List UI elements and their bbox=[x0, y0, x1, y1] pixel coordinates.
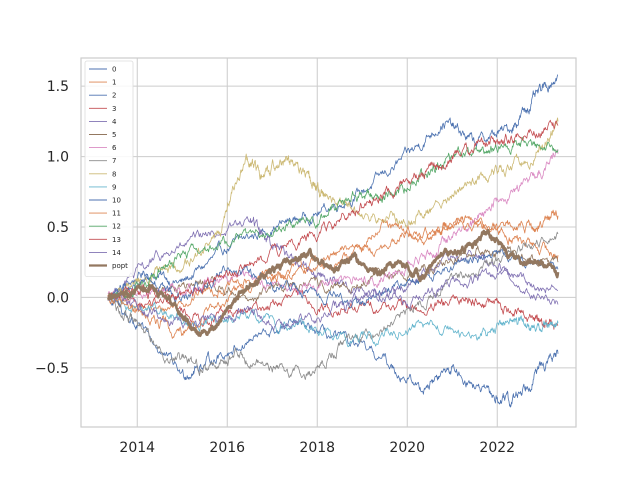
series-line-popt bbox=[107, 228, 560, 337]
legend-label-2: 2 bbox=[112, 92, 116, 100]
series-line-4 bbox=[107, 216, 558, 303]
series-line-9 bbox=[107, 295, 559, 348]
legend-box bbox=[84, 60, 134, 278]
x-tick-label: 2020 bbox=[389, 440, 425, 456]
legend-label-10: 10 bbox=[112, 197, 121, 205]
series-line-6 bbox=[107, 149, 559, 304]
y-tick-label: −0.5 bbox=[35, 361, 69, 377]
legend-label-14: 14 bbox=[112, 249, 121, 257]
legend-label-13: 13 bbox=[112, 236, 121, 244]
legend-label-popt: popt bbox=[112, 262, 128, 270]
x-tick-label: 2016 bbox=[209, 440, 245, 456]
y-tick-label: 0.5 bbox=[47, 220, 69, 236]
tick-labels: 2014 2016 2018 2020 2022 −0.5 0.0 0.5 1.0 1.5 bbox=[35, 79, 515, 456]
series-line-10 bbox=[107, 248, 559, 309]
series-line-13 bbox=[107, 119, 559, 301]
x-tick-label: 2014 bbox=[119, 440, 155, 456]
x-tick-label: 2022 bbox=[479, 440, 515, 456]
series-line-7 bbox=[107, 231, 559, 380]
legend-label-4: 4 bbox=[112, 118, 117, 126]
series-line-3 bbox=[107, 287, 559, 330]
grid bbox=[81, 58, 576, 427]
series-line-0 bbox=[107, 74, 558, 300]
series-line-2 bbox=[107, 296, 559, 408]
axes-frame bbox=[80, 57, 577, 428]
legend-label-0: 0 bbox=[112, 66, 116, 74]
legend-label-7: 7 bbox=[112, 157, 116, 165]
series-line-5 bbox=[107, 244, 559, 308]
legend-label-1: 1 bbox=[112, 79, 116, 87]
legend-label-5: 5 bbox=[112, 131, 116, 139]
legend-label-9: 9 bbox=[112, 183, 116, 191]
legend-label-6: 6 bbox=[112, 144, 117, 152]
legend-label-12: 12 bbox=[112, 223, 121, 231]
y-tick-label: 0.0 bbox=[47, 290, 69, 306]
y-tick-label: 1.0 bbox=[47, 150, 69, 166]
series-line-12 bbox=[107, 136, 559, 301]
series-line-14 bbox=[107, 267, 559, 331]
series-layer bbox=[107, 74, 560, 408]
y-tick-label: 1.5 bbox=[47, 79, 69, 95]
series-line-8 bbox=[107, 117, 559, 299]
x-tick-label: 2018 bbox=[299, 440, 335, 456]
legend-label-3: 3 bbox=[112, 105, 116, 113]
legend-label-11: 11 bbox=[112, 210, 121, 218]
legend-label-8: 8 bbox=[112, 170, 116, 178]
